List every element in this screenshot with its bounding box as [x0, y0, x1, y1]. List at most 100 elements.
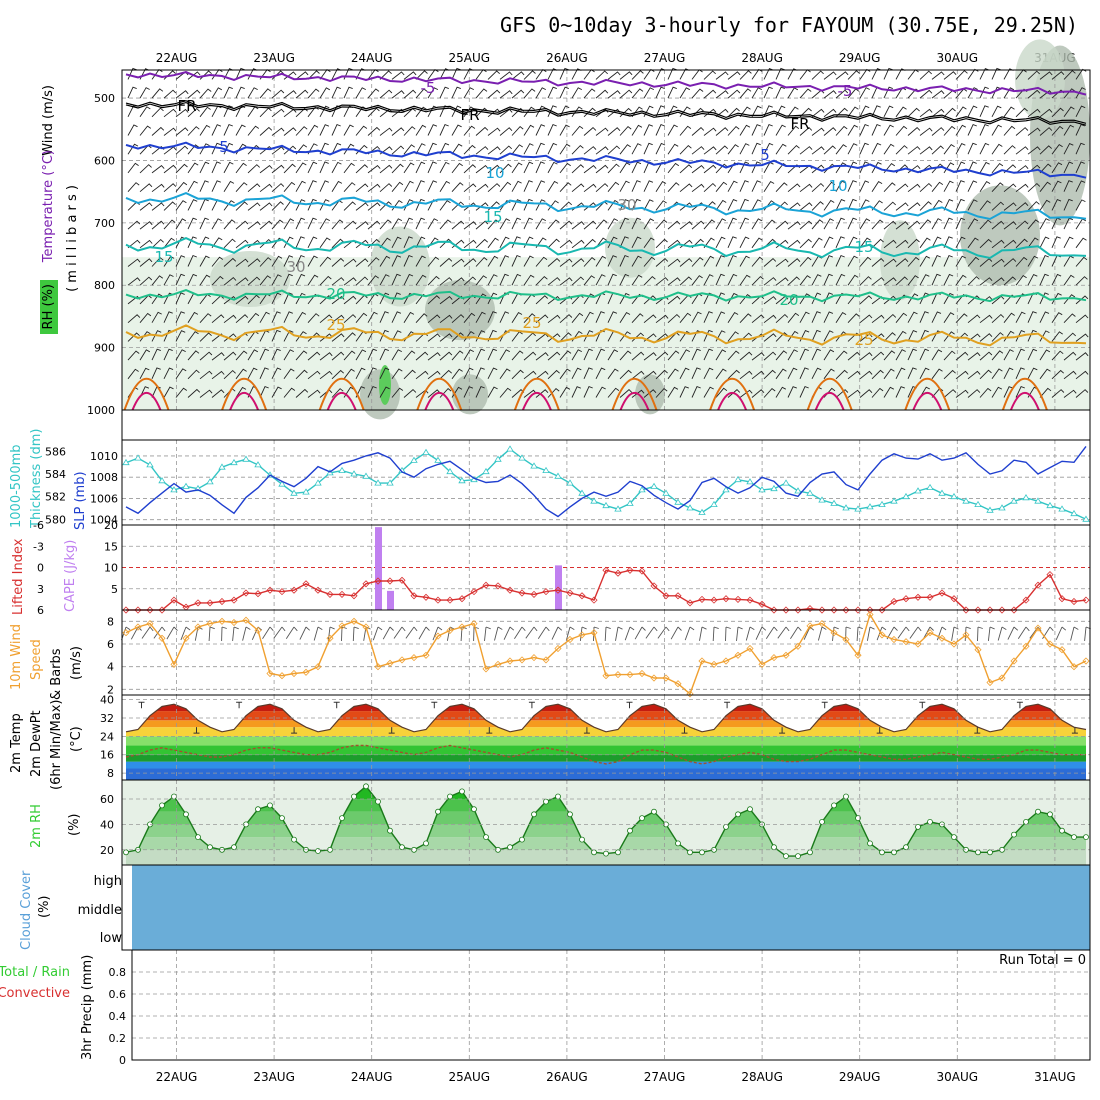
upper-wind-barb: [931, 255, 941, 267]
lifted-index-point: [1046, 571, 1054, 579]
surface-wind-barb: [503, 626, 515, 640]
wind10m-frame: [121, 609, 1091, 696]
rh-point: [1059, 827, 1065, 834]
upper-wind-barb: [535, 352, 549, 361]
upper-wind-barb: [151, 275, 164, 286]
upper-wind-barb: [559, 143, 571, 155]
upper-wind-barb: [883, 368, 895, 380]
upper-wind-barb: [319, 218, 331, 230]
upper-wind-barb: [283, 255, 294, 267]
upper-wind-barb: [655, 387, 668, 398]
upper-wind-barb: [1027, 237, 1039, 249]
rh-point: [447, 793, 453, 800]
contour-label: 25: [326, 316, 345, 334]
upper-wind-barb: [511, 255, 521, 267]
upper-wind-barb: [295, 350, 308, 361]
lifted-index-line: [126, 569, 1087, 611]
upper-wind-barb: [619, 388, 633, 398]
upper-wind-barb: [823, 71, 837, 80]
wind-speed-point: [590, 629, 598, 637]
lifted-index-point: [146, 606, 154, 614]
upper-wind-barb: [211, 124, 222, 136]
upper-wind-barb: [271, 329, 281, 342]
lifted-index-point: [710, 596, 718, 604]
min-temp-marker: [779, 727, 786, 734]
upper-wind-barb: [655, 238, 668, 249]
wind-speed-point: [602, 672, 610, 680]
upper-wind-barb: [271, 183, 285, 193]
upper-wind-barb: [535, 256, 548, 267]
upper-wind-barb: [691, 348, 701, 361]
upper-wind-barb: [271, 219, 284, 230]
slp-tick-label: 1010: [90, 450, 118, 463]
upper-wind-barb: [1015, 256, 1028, 267]
upper-wind-barb: [943, 350, 956, 361]
upper-wind-barb: [871, 351, 885, 361]
upper-wind-barb: [739, 198, 749, 211]
upper-wind-barb: [1015, 386, 1025, 398]
upper-wind-barb: [583, 348, 593, 361]
upper-wind-barb: [787, 386, 797, 398]
upper-wind-barb: [199, 180, 209, 192]
upper-wind-barb: [631, 143, 642, 155]
upper-wind-barb: [1015, 348, 1025, 361]
upper-wind-barb: [643, 389, 657, 398]
thickness-point: [530, 462, 538, 469]
contour-label: 15: [854, 238, 873, 256]
lifted-index-point: [506, 586, 514, 594]
upper-wind-barb: [199, 351, 213, 361]
upper-wind-barb: [631, 124, 643, 136]
upper-wind-barb: [883, 67, 893, 80]
upper-wind-barb: [511, 71, 525, 80]
upper-wind-barb: [931, 218, 942, 230]
upper-wind-barb: [535, 199, 546, 211]
contour-label: 5: [219, 138, 229, 156]
upper-wind-barb: [847, 70, 860, 80]
upper-wind-barb: [283, 311, 293, 323]
upper-wind-barb: [691, 256, 704, 267]
thickness-point: [1010, 497, 1018, 504]
upper-wind-barb: [787, 202, 801, 211]
upper-wind-barb: [475, 164, 489, 174]
upper-wind-barb: [655, 86, 665, 99]
upper-wind-barb: [715, 273, 725, 286]
upper-wind-barb: [199, 255, 210, 267]
upper-wind-barb: [223, 257, 237, 267]
upper-wind-barb: [307, 70, 320, 80]
upper-wind-barb: [367, 126, 381, 136]
upper-wind-barb: [883, 258, 897, 267]
upper-wind-barb: [331, 238, 344, 249]
contour-label: 5: [760, 146, 770, 164]
upper-wind-barb: [775, 124, 786, 136]
surface-heating-arch-hot: [717, 391, 748, 411]
upper-wind-barb: [427, 352, 441, 361]
rh-point: [207, 844, 213, 851]
upper-wind-barb: [451, 277, 465, 286]
upper-wind-barb: [415, 70, 428, 80]
upper-wind-barb: [859, 237, 871, 249]
upper-wind-barb: [631, 274, 643, 286]
upper-wind-barb: [727, 107, 740, 118]
upper-wind-barb: [919, 274, 930, 286]
thickness-point: [794, 487, 802, 494]
wind-speed-point: [890, 635, 898, 644]
upper-wind-barb: [247, 258, 261, 267]
upper-wind-barb: [559, 295, 573, 305]
rh-high-blob: [379, 365, 391, 406]
surface-wind-barb: [141, 626, 154, 639]
wind-speed-point: [122, 629, 130, 637]
upper-wind-barb: [511, 125, 524, 136]
upper-wind-barb: [451, 124, 462, 136]
upper-wind-barb: [139, 349, 151, 361]
upper-wind-barb: [379, 237, 391, 249]
upper-wind-barb: [343, 162, 355, 174]
upper-wind-barb: [763, 387, 776, 398]
contour-label: 15: [483, 208, 502, 226]
upper-wind-barb: [763, 257, 777, 267]
upper-wind-barb: [595, 274, 606, 286]
thickness-ylabel-2: Thickness (dm): [29, 429, 44, 529]
upper-wind-barb: [691, 275, 703, 286]
upper-wind-barb: [787, 183, 801, 193]
rh-point: [903, 844, 909, 851]
upper-wind-barb: [967, 142, 977, 155]
